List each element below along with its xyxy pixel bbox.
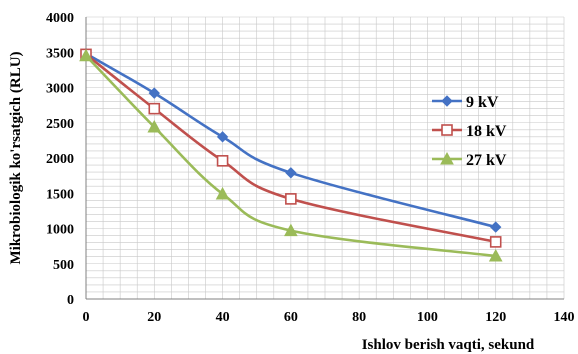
- y-axis-title: Mikrobiologik ko'rsatgich (RLU): [8, 51, 24, 264]
- data-point-marker: [285, 167, 297, 179]
- y-tick-label: 3500: [46, 46, 74, 61]
- x-tick-label: 100: [417, 310, 438, 325]
- series-line: [85, 54, 496, 258]
- data-point-marker: [148, 87, 160, 99]
- series-line: [85, 52, 497, 229]
- y-tick-label: 2500: [46, 117, 74, 132]
- data-point-marker: [441, 95, 453, 107]
- y-tick-label: 1000: [46, 223, 74, 238]
- data-point-marker: [148, 102, 161, 115]
- y-tick-label: 0: [67, 293, 74, 308]
- data-point-marker: [216, 155, 229, 167]
- y-tick-label: 3000: [46, 82, 74, 97]
- data-point-marker: [490, 221, 502, 233]
- legend-label: 9 kV: [466, 94, 499, 111]
- data-point-marker: [216, 131, 229, 143]
- series-lines: [79, 47, 503, 262]
- x-axis-title: Ishlov berish vaqti, sekund: [362, 337, 535, 353]
- legend-label: 27 kV: [466, 152, 507, 169]
- x-tick-label: 0: [83, 310, 90, 325]
- axes: [85, 17, 564, 300]
- data-point-marker: [79, 48, 93, 62]
- data-point-marker: [489, 236, 502, 248]
- series-line: [85, 53, 496, 244]
- tick-labels: 0 20 40 60 80 100 120 140 0 500 1000 1500 2000 2500 30…: [46, 11, 575, 325]
- data-point-marker: [285, 193, 297, 205]
- legend-label: 18 kV: [466, 123, 507, 140]
- x-tick-label: 80: [352, 310, 366, 325]
- data-point-marker: [441, 124, 453, 136]
- data-point-marker: [488, 248, 503, 262]
- y-tick-label: 2000: [46, 152, 74, 167]
- y-tick-label: 1500: [46, 187, 74, 202]
- y-tick-label: 4000: [46, 11, 74, 26]
- x-tick-label: 60: [284, 310, 298, 325]
- legend: 9 kV 18 kV 27 kV: [432, 94, 507, 169]
- data-point-marker: [284, 223, 298, 237]
- y-tick-label: 500: [53, 258, 74, 273]
- x-tick-label: 120: [485, 310, 506, 325]
- x-tick-label: 140: [554, 310, 575, 325]
- x-tick-label: 20: [147, 310, 161, 325]
- x-tick-label: 40: [216, 310, 230, 325]
- data-point-marker: [147, 119, 162, 133]
- data-point-marker: [215, 186, 230, 200]
- data-point-marker: [440, 151, 454, 165]
